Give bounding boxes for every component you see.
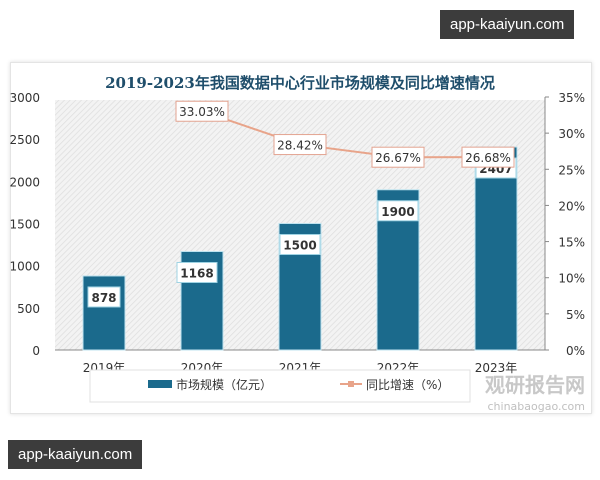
line-label: 26.68% [465,151,511,165]
bar-label-box [176,261,218,283]
x-tick-label: 2023年 [475,361,518,375]
y2-tick-label: 0% [566,344,585,358]
watermark: app-kaaiyun.com [440,10,575,39]
line-label: 33.03% [179,105,225,119]
y2-tick-label: 25% [558,163,585,177]
bar-label-box [279,234,321,255]
line-label-box [175,100,229,122]
y2-tick-label: 35% [558,91,585,105]
bar-label: 1168 [180,266,213,280]
y-tick-label: 1500 [9,218,40,232]
line-label-box [461,146,515,168]
bar-label: 1900 [381,205,414,219]
line-label: 28.42% [277,139,323,153]
bar-label-box [377,200,419,222]
y-tick-label: 3000 [9,91,40,105]
y2-tick-label: 30% [558,127,585,141]
y2-tick-label: 5% [566,308,585,322]
bar-label-box [87,286,121,308]
y-tick-label: 2000 [9,175,40,189]
growth-line [201,110,489,159]
legend-bar-label: 市场规模（亿元） [176,377,272,392]
legend-bar-swatch [148,380,172,388]
bar-label: 878 [91,291,116,305]
watermark: app-kaaiyun.com [8,440,143,469]
y-tick-label: 500 [17,302,40,316]
y2-tick-label: 20% [558,199,585,213]
chart-title: 2019-2023年我国数据中心行业市场规模及同比增速情况 [105,74,495,92]
logo-name: 观研报告网 [485,373,585,397]
y-tick-label: 0 [32,344,40,358]
legend-line-marker [348,381,354,387]
line-label: 26.67% [375,151,421,165]
y-tick-label: 1000 [9,260,40,274]
y2-tick-label: 15% [558,236,585,250]
y2-tick-label: 10% [558,272,585,286]
y-tick-label: 2500 [9,133,40,147]
line-label-box [273,134,327,156]
logo-url: chinabaogao.com [488,400,586,413]
legend-line-label: 同比增速（%） [366,378,449,392]
bar-label: 1500 [283,239,316,253]
line-label-box [371,146,425,168]
